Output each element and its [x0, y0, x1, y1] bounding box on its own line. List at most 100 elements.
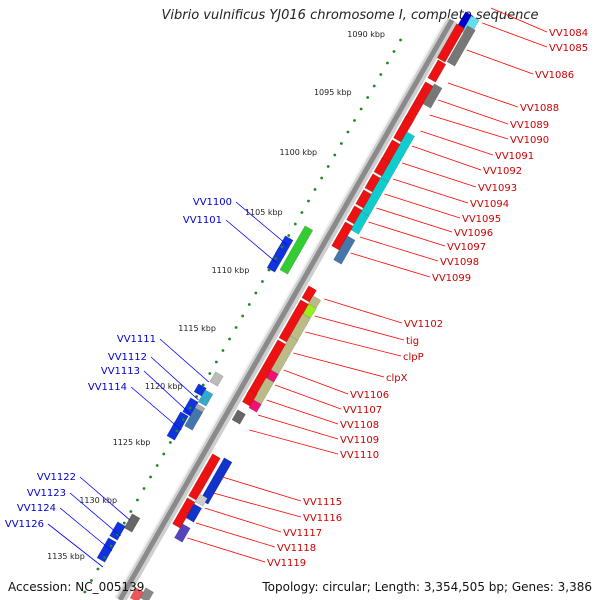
- gene-feature: [166, 421, 183, 441]
- leader-line: [47, 523, 104, 568]
- gene-feature: [355, 189, 372, 209]
- gene-label: VV1099: [432, 273, 471, 284]
- leader-line: [222, 476, 302, 502]
- gene-label: VV1102: [404, 319, 443, 330]
- gene-feature: [266, 247, 287, 273]
- gene-label: VV1123: [27, 488, 66, 499]
- gene-label: VV1084: [549, 28, 588, 39]
- gene-label: VV1118: [277, 543, 316, 554]
- kbp-tick-label: 1125 kbp: [113, 438, 151, 447]
- leader-line: [438, 99, 509, 125]
- leader-line: [359, 236, 439, 262]
- gene-label: VV1124: [17, 503, 56, 514]
- ruler-dot: [366, 96, 370, 99]
- leader-line: [213, 492, 302, 518]
- ruler-dot: [293, 222, 297, 226]
- ruler-dot: [313, 188, 317, 191]
- gene-label: VV1100: [193, 197, 232, 208]
- leader-line: [150, 356, 199, 401]
- ruler-dot: [122, 521, 126, 525]
- gene-label: VV1110: [340, 450, 379, 461]
- ruler-dot: [155, 464, 159, 467]
- ruler-dot: [346, 130, 350, 134]
- gene-label: VV1094: [470, 199, 509, 210]
- ruler-dot: [359, 107, 363, 111]
- leader-line: [274, 384, 342, 410]
- gene-label: VV1086: [535, 70, 574, 81]
- gene-label: VV1112: [108, 352, 147, 363]
- gene-label: VV1126: [5, 519, 44, 530]
- ruler-dot: [129, 510, 133, 513]
- ruler-dot: [228, 337, 231, 341]
- kbp-tick-label: 1090 kbp: [347, 30, 385, 39]
- ruler-dot: [234, 326, 238, 329]
- gene-label: clpX: [386, 373, 408, 384]
- gene-label: VV1093: [478, 183, 517, 194]
- kbp-tick-label: 1115 kbp: [178, 324, 216, 333]
- leader-line: [466, 49, 534, 75]
- gene-feature: [248, 399, 262, 413]
- gene-label: VV1096: [454, 228, 493, 239]
- leader-line: [130, 386, 182, 431]
- leader-line: [324, 298, 403, 324]
- kbp-tick-label: 1130 kbp: [79, 496, 117, 505]
- gene-feature: [373, 157, 391, 177]
- leader-line: [79, 476, 131, 521]
- leader-line: [376, 207, 453, 233]
- ruler-dot: [136, 498, 139, 502]
- leader-line: [187, 537, 266, 563]
- ruler-dot: [254, 291, 258, 295]
- gene-label: VV1090: [510, 135, 549, 146]
- gene-labels: VV1084 VV1085 VV1086 VV1088 VV1089 VV1090 VV10…: [5, 28, 588, 569]
- gene-label: VV1091: [495, 151, 534, 162]
- leader-line: [225, 219, 278, 264]
- gene-label: VV1107: [343, 405, 382, 416]
- ruler-dot: [188, 406, 192, 410]
- ruler-dot: [287, 234, 291, 237]
- ruler-dot: [89, 579, 93, 582]
- ruler-dot: [274, 257, 277, 260]
- ruler-dot: [162, 452, 166, 456]
- leader-line: [195, 522, 276, 548]
- gene-label: VV1115: [303, 497, 342, 508]
- accession-text: Accession: NC_005139: [8, 580, 145, 594]
- leader-line: [257, 414, 339, 440]
- gene-features: [96, 11, 480, 600]
- gene-feature: [197, 389, 214, 407]
- ruler-dot: [392, 50, 396, 53]
- leader-line: [283, 369, 349, 395]
- gene-feature: [123, 513, 141, 533]
- leader-line: [235, 201, 288, 246]
- kbp-tick-label: 1095 kbp: [314, 88, 352, 97]
- leader-line: [293, 352, 385, 378]
- gene-label: VV1116: [303, 513, 342, 524]
- ruler-dot: [399, 38, 402, 42]
- topology-text: Topology: circular; Length: 3,354,505 bp…: [262, 580, 592, 594]
- gene-label: VV1109: [340, 435, 379, 446]
- leader-line: [402, 162, 477, 188]
- gene-feature: [129, 587, 144, 600]
- ruler-dot: [372, 84, 376, 88]
- gene-label: VV1113: [101, 366, 140, 377]
- gene-label: clpP: [403, 352, 424, 363]
- leader-line: [249, 429, 339, 455]
- gene-feature: [422, 83, 443, 109]
- leader-line: [384, 193, 461, 219]
- leader-line: [392, 178, 469, 204]
- leader-line: [447, 82, 519, 108]
- ruler-dot: [182, 418, 185, 421]
- ruler-dot: [386, 61, 389, 65]
- leader-line: [69, 492, 121, 537]
- ruler-dot: [175, 429, 179, 433]
- gene-label: VV1106: [350, 390, 389, 401]
- gene-feature: [231, 409, 246, 425]
- leader-line: [350, 252, 431, 278]
- gene-label: VV1108: [340, 420, 379, 431]
- ruler-dot: [280, 245, 284, 249]
- gene-feature: [279, 225, 314, 275]
- leader-line: [411, 145, 482, 171]
- ruler-dot: [333, 153, 337, 157]
- kbp-tick-label: 1110 kbp: [212, 266, 250, 275]
- leader-line: [490, 7, 548, 33]
